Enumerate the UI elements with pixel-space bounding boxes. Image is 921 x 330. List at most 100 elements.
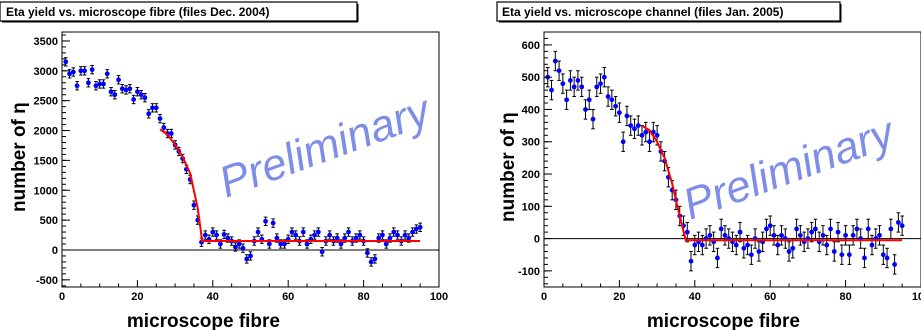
- data-point: [63, 59, 69, 65]
- y-tick-label: 0: [52, 245, 58, 257]
- fit-line: [159, 128, 421, 242]
- data-point: [342, 235, 348, 241]
- y-ticks: -100 0 100 200 300 400 500 600: [518, 31, 552, 285]
- data-point: [153, 105, 159, 111]
- data-point: [327, 232, 333, 238]
- data-point: [135, 89, 140, 95]
- data-point: [240, 245, 246, 251]
- data-point: [764, 226, 769, 232]
- y-tick-label: 1000: [34, 185, 58, 197]
- data-point: [575, 78, 581, 83]
- fit-curve: [159, 128, 421, 242]
- data-point: [142, 95, 148, 101]
- data-point: [274, 235, 280, 241]
- data-point: [413, 226, 419, 232]
- data-point: [236, 241, 242, 247]
- x-ticks: 0 20 40 60 80 100: [541, 280, 921, 303]
- data-point: [797, 232, 803, 238]
- data-point: [304, 241, 310, 247]
- y-tick-label: 600: [522, 40, 540, 52]
- data-point: [225, 235, 231, 241]
- data-point: [692, 242, 698, 248]
- x-tick-label: 100: [430, 291, 448, 303]
- data-point: [85, 80, 91, 86]
- data-point: [613, 103, 619, 109]
- data-point: [312, 232, 317, 238]
- data-point: [877, 232, 882, 238]
- data-point: [843, 232, 848, 238]
- data-point: [282, 241, 287, 247]
- data-point: [217, 241, 223, 247]
- x-tick-label: 80: [839, 291, 851, 303]
- data-point: [828, 226, 833, 232]
- data-point: [202, 232, 208, 238]
- data-point: [688, 258, 694, 264]
- data-point: [161, 125, 167, 130]
- data-point: [654, 132, 660, 138]
- y-tick-label: 2000: [34, 126, 58, 138]
- data-point: [601, 74, 607, 80]
- data-point: [892, 262, 898, 267]
- data-point: [221, 232, 227, 237]
- data-point: [880, 252, 886, 258]
- chart-jan-2005: Eta yield vs. microscope channel (files …: [496, 1, 921, 330]
- data-point: [684, 229, 690, 235]
- data-point: [157, 116, 163, 121]
- data-point: [406, 235, 412, 241]
- data-point: [108, 89, 114, 95]
- data-point: [741, 245, 747, 251]
- y-tick-label: 2500: [34, 96, 58, 108]
- data-point: [567, 78, 573, 83]
- data-point: [248, 253, 253, 259]
- data-point: [790, 245, 796, 251]
- data-point: [97, 81, 103, 87]
- data-point: [116, 77, 121, 83]
- data-point: [850, 232, 856, 238]
- data-point: [210, 229, 216, 235]
- y-tick-label: 500: [40, 215, 58, 227]
- data-point: [794, 226, 799, 232]
- data-point: [556, 68, 562, 74]
- y-tick-label: 400: [522, 104, 540, 116]
- data-point: [813, 226, 818, 232]
- data-point: [357, 232, 363, 238]
- data-point: [410, 229, 416, 235]
- data-point: [293, 232, 299, 238]
- data-point: [74, 83, 80, 89]
- data-point: [632, 126, 637, 132]
- data-point: [289, 229, 295, 235]
- data-point: [372, 256, 378, 262]
- data-point: [334, 235, 340, 241]
- data-point: [594, 84, 600, 90]
- fit-line: [641, 124, 903, 242]
- x-axis-label: microscope fibre: [647, 311, 800, 330]
- data-point: [643, 129, 649, 135]
- data-points: [63, 57, 423, 267]
- data-point: [319, 249, 325, 255]
- data-point: [315, 229, 321, 235]
- data-point: [131, 97, 137, 102]
- data-point: [564, 97, 570, 103]
- data-point: [809, 229, 815, 235]
- data-point: [402, 232, 408, 238]
- data-point: [263, 218, 268, 224]
- x-tick-label: 60: [282, 291, 294, 303]
- y-tick-label: 500: [522, 72, 540, 84]
- data-point: [93, 83, 99, 89]
- data-point: [617, 110, 622, 116]
- data-point: [835, 229, 841, 235]
- x-axis-label: microscope fibre: [127, 311, 280, 330]
- data-point: [635, 123, 641, 129]
- y-ticks: -500 0 500 1000 1500 2000 2500 3000 3500: [34, 34, 70, 287]
- y-tick-label: 200: [522, 169, 540, 181]
- data-point: [191, 202, 197, 208]
- data-point: [338, 241, 344, 247]
- data-point: [583, 107, 588, 112]
- data-point: [300, 229, 306, 235]
- data-point: [150, 105, 155, 111]
- data-point: [579, 84, 585, 90]
- chart-title: Eta yield vs. microscope fibre (files De…: [6, 5, 269, 19]
- data-point: [364, 250, 370, 256]
- y-axis-label: number of η: [498, 112, 519, 222]
